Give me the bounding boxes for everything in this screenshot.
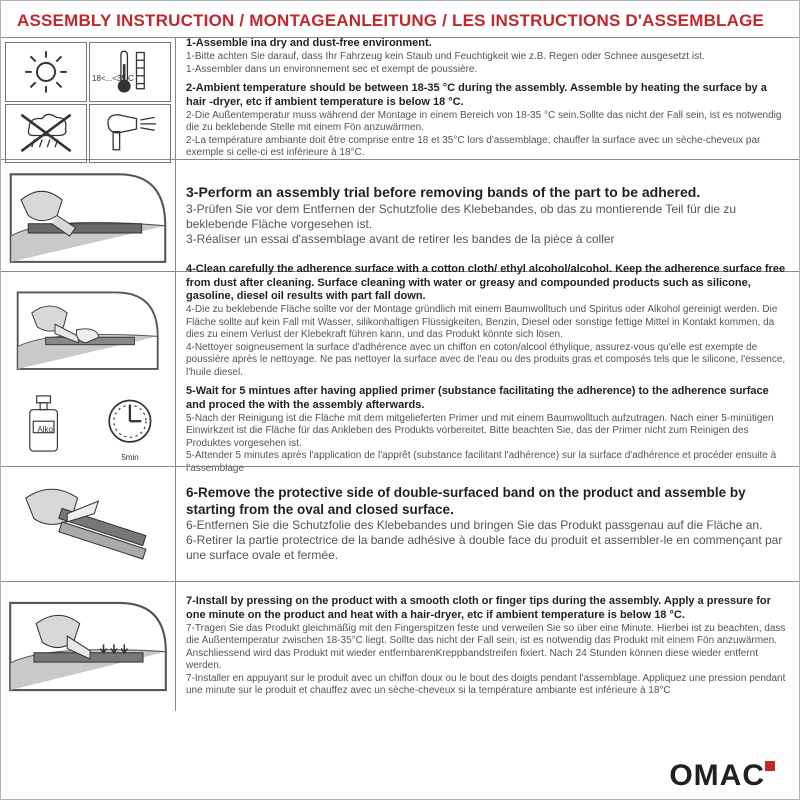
hairdryer-icon: [94, 107, 166, 159]
brand-text: OMAC: [669, 759, 765, 792]
trial-fit-icon: [5, 164, 171, 267]
illustration-3: Alkol 5min: [1, 272, 176, 466]
clean-surface-icon: [13, 281, 162, 378]
step-text-3: 4-Clean carefully the adherence surface …: [176, 272, 799, 466]
step-row-5: 7-Install by pressing on the product wit…: [1, 581, 799, 711]
step-text-1: 1-Assemble ina dry and dust-free environ…: [176, 38, 799, 159]
instruction-sheet: ASSEMBLY INSTRUCTION / MONTAGEANLEITUNG …: [0, 0, 800, 800]
illustration-4: [1, 467, 176, 581]
step4-de: 4-Die zu beklebende Fläche sollte vor de…: [186, 304, 787, 342]
step1-de: 1-Bitte achten Sie darauf, dass Ihr Fahr…: [186, 51, 787, 64]
step6-fr: 6-Retirer la partie protectrice de la ba…: [186, 533, 787, 563]
temp-range-label: 18<...<35 C: [92, 74, 134, 83]
press-install-icon: [5, 586, 171, 707]
thermometer-icon: [94, 46, 166, 98]
step-text-4: 6-Remove the protective side of double-s…: [176, 467, 799, 581]
page-title: ASSEMBLY INSTRUCTION / MONTAGEANLEITUNG …: [1, 1, 799, 37]
step7-de: 7-Tragen Sie das Produkt gleichmäßig mit…: [186, 623, 787, 673]
brand-logo: OMAC: [669, 759, 777, 793]
sun-icon: [10, 46, 82, 98]
clock-label: 5min: [121, 453, 138, 462]
step2-fr: 2-La température ambiante doit être comp…: [186, 135, 787, 160]
step5-en: 5-Wait for 5 mintues after having applie…: [186, 385, 787, 413]
step1-fr: 1-Assembler dans un environnement sec et…: [186, 64, 787, 77]
step5-de: 5-Nach der Reinigung ist die Fläche mit …: [186, 413, 787, 451]
bottle-label: Alkol: [37, 425, 54, 434]
illustration-1: 18<...<35 C: [1, 38, 176, 159]
illustration-5: [1, 582, 176, 711]
peel-tape-icon: [5, 471, 171, 577]
illustration-2: [1, 160, 176, 271]
step-row-1: 18<...<35 C: [1, 37, 799, 159]
brand-square-icon: [765, 761, 775, 771]
step-row-4: 6-Remove the protective side of double-s…: [1, 466, 799, 581]
step3-de: 3-Prüfen Sie vor dem Entfernen der Schut…: [186, 202, 787, 232]
no-rain-icon: [10, 107, 82, 159]
step-text-2: 3-Perform an assembly trial before remov…: [176, 160, 799, 271]
step7-fr: 7-Installer en appuyant sur le produit a…: [186, 673, 787, 698]
step6-de: 6-Entfernen Sie die Schutzfolie des Kleb…: [186, 518, 787, 533]
step1-en: 1-Assemble ina dry and dust-free environ…: [186, 37, 787, 51]
step7-en: 7-Install by pressing on the product wit…: [186, 595, 787, 623]
step-row-3: Alkol 5min 4-Clean carefully: [1, 271, 799, 466]
step4-fr: 4-Nettoyer soigneusement la surface d'ad…: [186, 342, 787, 380]
alcohol-bottle-icon: [9, 389, 83, 458]
step2-de: 2-Die Außentemperatur muss während der M…: [186, 110, 787, 135]
step-text-5: 7-Install by pressing on the product wit…: [176, 582, 799, 711]
step-row-2: 3-Perform an assembly trial before remov…: [1, 159, 799, 271]
step3-en: 3-Perform an assembly trial before remov…: [186, 184, 787, 202]
brand-footer: OMAC: [669, 759, 777, 793]
step6-en: 6-Remove the protective side of double-s…: [186, 485, 787, 519]
step3-fr: 3-Réaliser un essai d'assemblage avant d…: [186, 232, 787, 247]
step2-en: 2-Ambient temperature should be between …: [186, 82, 787, 110]
clock-icon: [93, 389, 167, 458]
step4-en: 4-Clean carefully the adherence surface …: [186, 263, 787, 304]
